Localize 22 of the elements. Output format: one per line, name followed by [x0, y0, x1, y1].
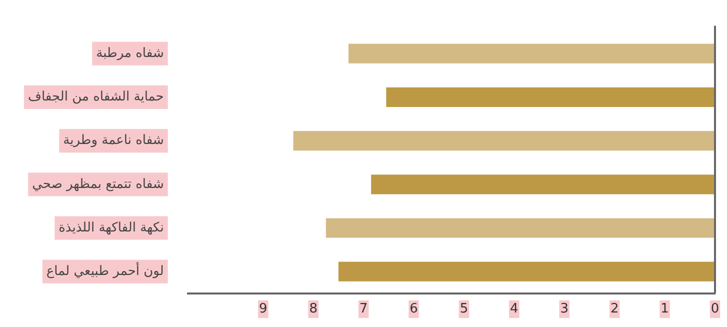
x-tick-label: 2: [610, 302, 619, 317]
x-tick-label: 6: [410, 302, 418, 317]
y-tick-label: نكهة الفاكهة اللذيذة: [58, 220, 164, 236]
bar: [338, 262, 715, 282]
x-tick-label: 7: [359, 302, 368, 317]
y-tick-label: لون أحمر طبيعي لماع: [46, 262, 164, 279]
x-tick-label: 5: [460, 302, 468, 317]
bar: [326, 218, 715, 238]
bar: [293, 130, 715, 151]
x-tick-label: 0: [710, 302, 720, 317]
y-tick-label: حماية الشفاه من الجفاف: [28, 90, 164, 105]
x-tick-label: 4: [510, 302, 518, 317]
x-tick-label: 8: [309, 302, 318, 317]
x-tick-label: 1: [660, 302, 669, 317]
bar: [386, 87, 715, 108]
bar: [371, 174, 715, 194]
x-tick-label: 9: [259, 302, 268, 317]
y-tick-label: شفاه ناعمة وطرية: [63, 133, 164, 148]
y-tick-label: شفاه تتمتع بمظهر صحي: [32, 176, 164, 192]
x-tick-label: 3: [560, 302, 569, 317]
bar: [348, 44, 715, 64]
y-tick-label: شفاه مرطبة: [96, 46, 164, 61]
